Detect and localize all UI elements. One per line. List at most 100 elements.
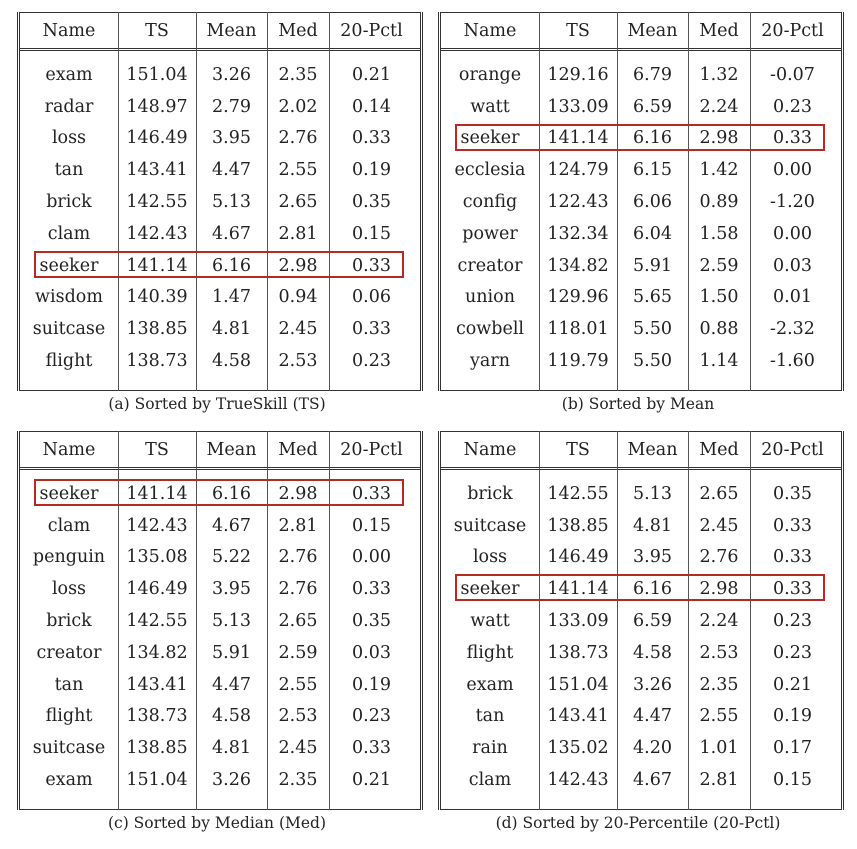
- table-cell: 5.13: [212, 192, 251, 213]
- table-cell: 0.21: [773, 674, 812, 695]
- table-cell: 4.20: [633, 738, 672, 759]
- table-cell: 0.33: [773, 128, 812, 149]
- table-body: seeker 141.14 6.16 2.98 0.33 clam 142.43 4.67 2.…: [20, 470, 420, 810]
- table-cell: 0.89: [699, 192, 739, 213]
- table-d: Name TS Mean Med 20-Pctl brick 142.55 5.13 2.65 0…: [438, 431, 844, 810]
- table-cell: 4.47: [212, 674, 251, 695]
- table-row: radar 148.97 2.79 2.02 0.14: [20, 91, 420, 123]
- table-cell: 0.33: [352, 255, 391, 276]
- table-cell: clam: [47, 515, 91, 536]
- column-header: TS: [566, 20, 590, 41]
- table-cell: seeker: [39, 483, 99, 504]
- table-row: rain 135.02 4.20 1.01 0.17: [441, 732, 841, 764]
- table-cell: tan: [54, 674, 84, 695]
- table-row: exam 151.04 3.26 2.35 0.21: [20, 59, 420, 91]
- table-cell: seeker: [460, 128, 520, 149]
- table-cell: 0.88: [699, 319, 739, 340]
- column-header: TS: [566, 439, 590, 460]
- table-cell: clam: [468, 770, 512, 791]
- table-cell: 135.08: [126, 547, 188, 568]
- table-c: Name TS Mean Med 20-Pctl seeker 141.14 6.16 2.98…: [17, 431, 423, 810]
- table-cell: 2.98: [699, 579, 739, 600]
- table-cell: 6.16: [633, 128, 672, 149]
- table-cell: 3.95: [212, 579, 251, 600]
- table-cell: 2.81: [278, 515, 318, 536]
- table-cell: 6.15: [633, 160, 672, 181]
- table-row: flight 138.73 4.58 2.53 0.23: [20, 701, 420, 733]
- table-cell: exam: [45, 64, 93, 85]
- table-cell: 0.33: [773, 579, 812, 600]
- table-cell: 1.47: [212, 287, 251, 308]
- column-header: Med: [699, 20, 739, 41]
- column-divider: [196, 12, 197, 391]
- table-cell: 140.39: [126, 287, 188, 308]
- column-divider: [118, 12, 119, 391]
- table-cell: suitcase: [32, 738, 106, 759]
- table-cell: 0.03: [352, 642, 391, 663]
- table-cell: 0.23: [352, 351, 391, 372]
- table-cell: brick: [46, 611, 92, 632]
- table-cell: 129.16: [547, 64, 609, 85]
- table-cell: 0.00: [773, 223, 812, 244]
- table-cell: 3.26: [633, 674, 672, 695]
- table-cell: 2.53: [278, 351, 318, 372]
- table-body: exam 151.04 3.26 2.35 0.21 radar 148.97 2.79 2.0…: [20, 51, 420, 391]
- table-header-row: Name TS Mean Med 20-Pctl: [441, 431, 841, 470]
- column-divider: [750, 12, 751, 391]
- table-cell: 2.35: [278, 64, 318, 85]
- table-cell: seeker: [39, 255, 99, 276]
- table-cell: 1.01: [699, 738, 739, 759]
- table-cell: seeker: [460, 579, 520, 600]
- table-cell: 122.43: [547, 192, 609, 213]
- table-cell: 0.33: [352, 483, 391, 504]
- table-cell: 2.35: [699, 674, 739, 695]
- table-cell: -1.20: [770, 192, 815, 213]
- table-cell: 2.65: [278, 192, 318, 213]
- table-cell: 4.58: [212, 351, 251, 372]
- table-cell: 134.82: [547, 255, 609, 276]
- table-cell: 138.73: [126, 351, 188, 372]
- table-cell: brick: [467, 483, 513, 504]
- table-cell: flight: [45, 706, 93, 727]
- table-cell: 151.04: [547, 674, 609, 695]
- table-cell: creator: [36, 642, 102, 663]
- table-cell: 124.79: [547, 160, 609, 181]
- table-cell: 142.55: [126, 192, 188, 213]
- table-row: penguin 135.08 5.22 2.76 0.00: [20, 542, 420, 574]
- table-cell: exam: [466, 674, 514, 695]
- table-row: loss 146.49 3.95 2.76 0.33: [441, 542, 841, 574]
- table-row: orange 129.16 6.79 1.32 -0.07: [441, 59, 841, 91]
- table-row: brick 142.55 5.13 2.65 0.35: [20, 605, 420, 637]
- table-cell: 0.33: [352, 579, 391, 600]
- table-cell: 2.35: [278, 770, 318, 791]
- table-cell: config: [462, 192, 518, 213]
- table-row: watt 133.09 6.59 2.24 0.23: [441, 91, 841, 123]
- column-header: Name: [463, 439, 517, 460]
- table-cell: 2.45: [699, 515, 739, 536]
- table-cell: 2.81: [699, 770, 739, 791]
- table-row: tan 143.41 4.47 2.55 0.19: [20, 669, 420, 701]
- table-cell: 0.23: [773, 611, 812, 632]
- table-cell: 0.35: [352, 192, 391, 213]
- table-cell: 135.02: [547, 738, 609, 759]
- column-divider: [617, 12, 618, 391]
- table-cell: 142.43: [547, 770, 609, 791]
- table-row: yarn 119.79 5.50 1.14 -1.60: [441, 345, 841, 377]
- table-row: brick 142.55 5.13 2.65 0.35: [441, 478, 841, 510]
- column-divider: [617, 431, 618, 810]
- caption-b: (b) Sorted by Mean: [561, 395, 715, 413]
- table-cell: 5.91: [212, 642, 251, 663]
- table-cell: 5.50: [633, 319, 672, 340]
- table-cell: 0.19: [352, 160, 391, 181]
- table-cell: orange: [458, 64, 522, 85]
- table-cell: creator: [457, 255, 523, 276]
- table-cell: 0.06: [352, 287, 391, 308]
- table-cell: cowbell: [455, 319, 525, 340]
- table-cell: 6.16: [212, 483, 251, 504]
- table-cell: 0.21: [352, 770, 391, 791]
- table-cell: 4.81: [633, 515, 672, 536]
- table-cell: 3.95: [633, 547, 672, 568]
- column-header: Med: [278, 439, 318, 460]
- table-cell: 2.45: [278, 319, 318, 340]
- table-cell: 0.33: [352, 128, 391, 149]
